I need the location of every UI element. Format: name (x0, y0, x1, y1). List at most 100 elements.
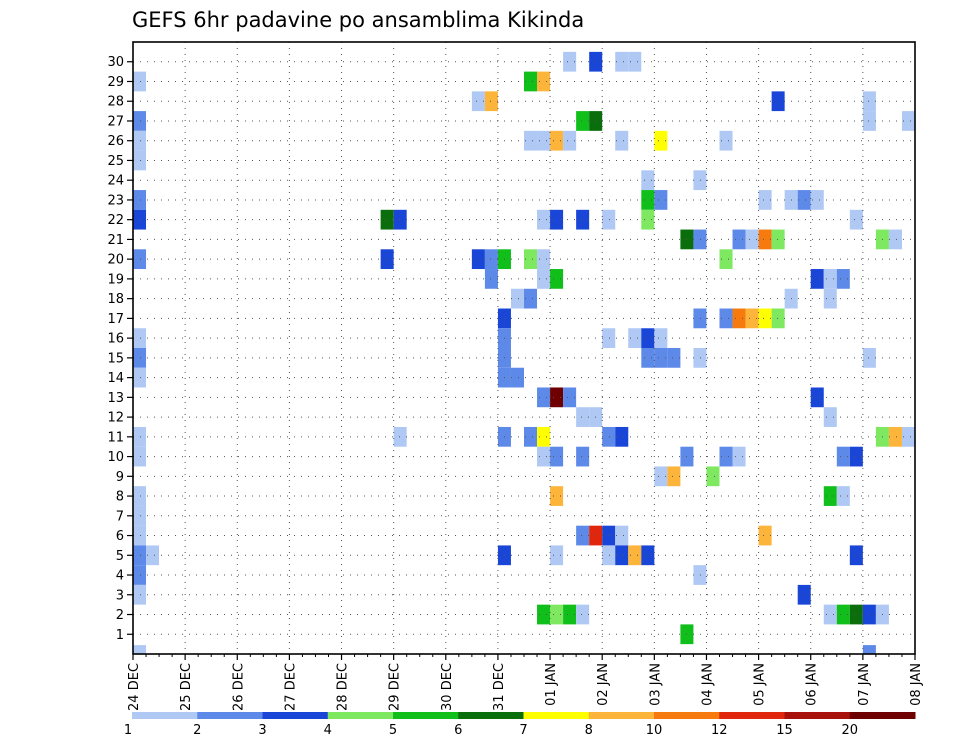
x-tick-label: 06 JAN (805, 663, 820, 706)
heatmap-cell (563, 387, 577, 408)
y-tick-label: 1 (116, 628, 124, 643)
y-tick-label: 4 (116, 569, 124, 584)
y-tick-label: 29 (107, 75, 124, 90)
y-tick-label: 26 (107, 134, 124, 149)
x-tick-label: 08 JAN (909, 663, 924, 706)
heatmap-cell (641, 190, 655, 210)
y-tick-label: 12 (107, 411, 124, 426)
heatmap-cell (732, 229, 746, 250)
heatmap-cell (550, 209, 564, 230)
x-tick-label: 31 DEC (492, 663, 507, 711)
colorbar-label: 12 (711, 723, 728, 738)
heatmap-cell (146, 545, 160, 566)
heatmap-cell (484, 269, 498, 289)
heatmap-cell (550, 446, 564, 467)
y-axis-ticks: 1234567891011121314151617181920212223242… (107, 55, 133, 643)
x-tick-label: 03 JAN (648, 663, 663, 706)
heatmap-cell (719, 308, 733, 329)
heatmap-cell (862, 91, 876, 112)
heatmap-cell (758, 190, 772, 210)
y-tick-label: 5 (116, 549, 124, 564)
heatmap-cell (810, 190, 824, 210)
heatmap-cell (797, 190, 811, 210)
colorbar-label: 10 (646, 723, 663, 738)
y-tick-label: 7 (116, 509, 124, 524)
x-tick-label: 29 DEC (388, 663, 403, 711)
heatmap-cell (888, 229, 902, 250)
heatmap-cell (602, 426, 616, 447)
heatmap-cell (133, 545, 147, 566)
x-tick-label: 01 JAN (544, 663, 559, 706)
heatmap-cell (771, 308, 785, 329)
heatmap-cell (524, 249, 538, 270)
colorbar-label: 4 (324, 723, 332, 738)
heatmap-cell (133, 209, 147, 230)
heatmap-cell (836, 486, 850, 506)
heatmap-cell (628, 545, 642, 566)
heatmap-cell (797, 584, 811, 605)
colorbar-swatch (458, 712, 524, 719)
y-tick-label: 3 (116, 588, 124, 603)
heatmap-cell (810, 269, 824, 289)
heatmap-cell (393, 209, 407, 230)
heatmap-cell (537, 604, 551, 625)
heatmap-cell (537, 387, 551, 408)
heatmap-cell (550, 545, 564, 566)
heatmap-cell (823, 604, 837, 625)
heatmap-cell (133, 426, 147, 447)
heatmap-cell (693, 565, 707, 585)
heatmap-cell (654, 328, 668, 348)
heatmap-cell (602, 209, 616, 230)
grid-lines (133, 42, 915, 654)
y-tick-label: 30 (107, 55, 124, 70)
heatmap-cell (524, 71, 538, 92)
heatmap-cell (615, 51, 629, 72)
heatmap-cell (836, 446, 850, 467)
heatmap-cell (510, 288, 524, 309)
heatmap-cell (133, 111, 147, 131)
heatmap-cell (641, 328, 655, 348)
heatmap-cell (719, 249, 733, 270)
y-tick-label: 10 (107, 450, 124, 465)
colorbar-swatch (654, 712, 720, 719)
heatmap-cell (641, 348, 655, 368)
heatmap-cell (888, 426, 902, 447)
x-axis-ticks: 24 DEC 25 DEC 26 DEC 27 DEC 28 DEC 29 DEC 30 D… (127, 654, 924, 711)
heatmap-cell (901, 426, 915, 447)
heatmap-cell (641, 545, 655, 566)
heatmap-cell (602, 545, 616, 566)
colorbar-swatch (849, 712, 916, 719)
heatmap-cell (133, 645, 147, 654)
y-tick-label: 17 (107, 312, 124, 327)
heatmap-cell (550, 387, 564, 408)
heatmap-cell (537, 130, 551, 151)
heatmap-cell (537, 269, 551, 289)
y-tick-label: 20 (107, 253, 124, 268)
colorbar-label: 5 (389, 723, 397, 738)
heatmap-cell (537, 71, 551, 92)
y-tick-label: 14 (107, 371, 124, 386)
colorbar-swatch (262, 712, 329, 719)
heatmap-cell (537, 249, 551, 270)
y-tick-label: 11 (107, 430, 124, 445)
heatmap-cell (628, 51, 642, 72)
heatmap-cell (576, 209, 590, 230)
colorbar-label: 8 (585, 723, 593, 738)
heatmap-cell (471, 249, 485, 270)
heatmap-cells (133, 51, 915, 654)
colorbar-swatch (327, 712, 394, 719)
x-tick-label: 25 DEC (179, 663, 194, 711)
heatmap-cell (602, 525, 616, 546)
heatmap-cell (849, 545, 863, 566)
x-tick-label: 27 DEC (283, 663, 298, 711)
x-tick-label: 24 DEC (127, 663, 142, 711)
heatmap-cell (719, 130, 733, 151)
heatmap-cell (537, 426, 551, 447)
heatmap-cell (901, 111, 915, 131)
heatmap-cell (393, 426, 407, 447)
heatmap-cell (537, 446, 551, 467)
heatmap-cell (133, 190, 147, 210)
colorbar: 1 2 3 4 5 6 7 8 10 12 15 20 (124, 712, 916, 738)
heatmap-cell (745, 229, 759, 250)
heatmap-cell (693, 229, 707, 250)
